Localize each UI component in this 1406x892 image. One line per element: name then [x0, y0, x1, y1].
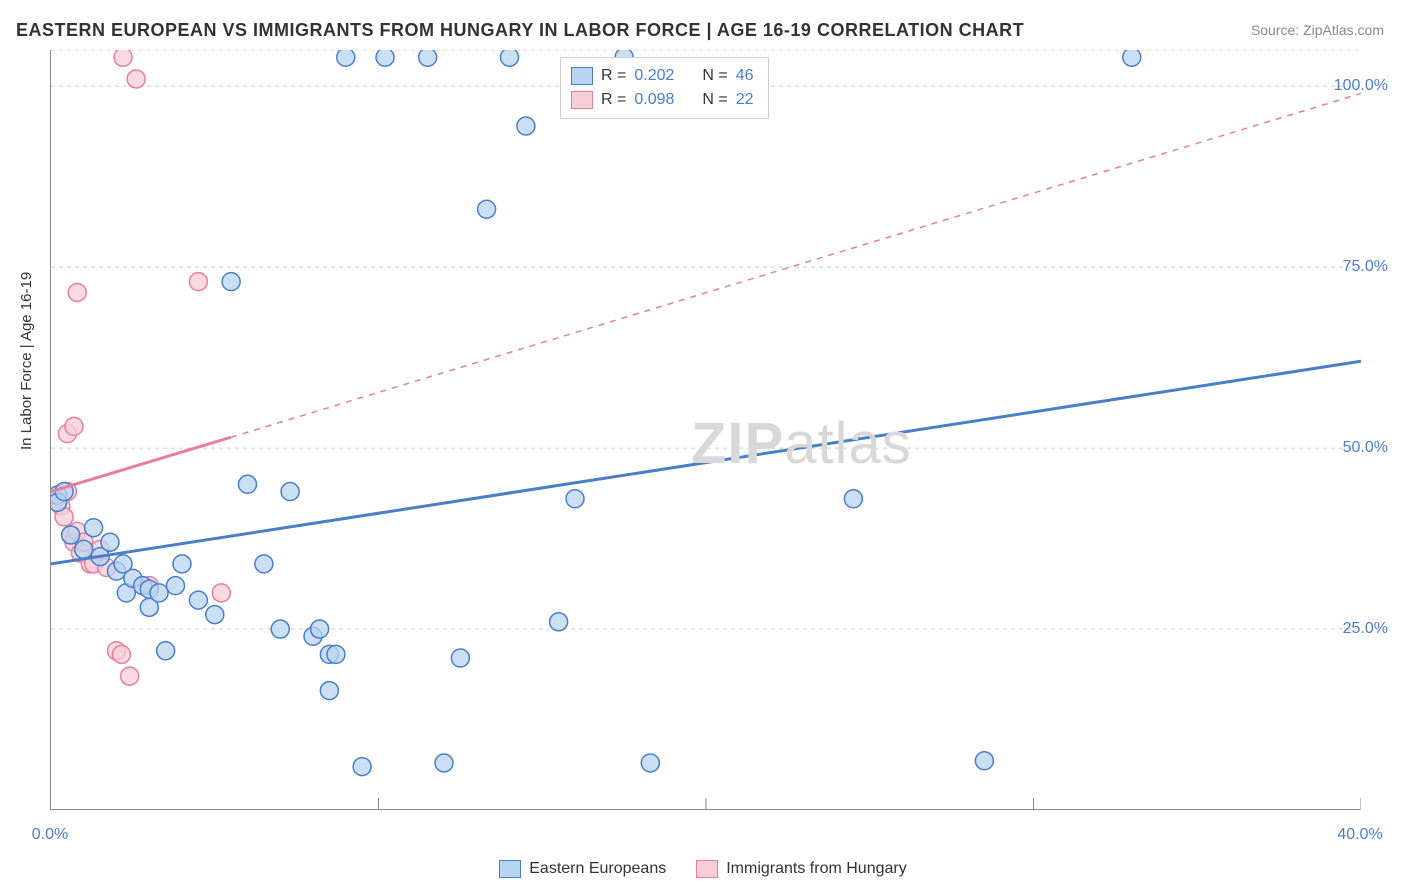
- source-attribution: Source: ZipAtlas.com: [1251, 22, 1384, 38]
- n-label: N =: [702, 91, 727, 109]
- r-label: R =: [601, 67, 626, 85]
- n-label: N =: [702, 67, 727, 85]
- legend-label: Eastern Europeans: [529, 860, 666, 878]
- y-tick-label: 50.0%: [1343, 439, 1388, 457]
- stats-legend-row: R = 0.098 N = 22: [571, 88, 754, 112]
- y-axis-title: In Labor Force | Age 16-19: [18, 272, 35, 450]
- stats-legend-row: R = 0.202 N = 46: [571, 64, 754, 88]
- n-value: 46: [736, 67, 754, 85]
- series-legend: Eastern Europeans Immigrants from Hungary: [0, 860, 1406, 878]
- y-tick-label: 25.0%: [1343, 620, 1388, 638]
- stats-legend: R = 0.202 N = 46 R = 0.098 N = 22: [560, 57, 769, 119]
- r-value: 0.098: [634, 91, 674, 109]
- r-value: 0.202: [634, 67, 674, 85]
- chart-title: EASTERN EUROPEAN VS IMMIGRANTS FROM HUNG…: [16, 20, 1024, 41]
- legend-swatch: [499, 860, 521, 878]
- legend-swatch: [696, 860, 718, 878]
- legend-item: Immigrants from Hungary: [696, 860, 907, 878]
- legend-label: Immigrants from Hungary: [726, 860, 907, 878]
- r-label: R =: [601, 91, 626, 109]
- x-tick-label: 40.0%: [1337, 826, 1382, 844]
- plot-area: ZIPatlas: [50, 50, 1360, 810]
- n-value: 22: [736, 91, 754, 109]
- correlation-chart: EASTERN EUROPEAN VS IMMIGRANTS FROM HUNG…: [0, 0, 1406, 892]
- x-tick-label: 0.0%: [32, 826, 68, 844]
- y-tick-label: 100.0%: [1334, 77, 1388, 95]
- legend-swatch: [571, 91, 593, 109]
- y-tick-label: 75.0%: [1343, 258, 1388, 276]
- legend-swatch: [571, 67, 593, 85]
- legend-item: Eastern Europeans: [499, 860, 666, 878]
- plot-svg: [51, 50, 1361, 810]
